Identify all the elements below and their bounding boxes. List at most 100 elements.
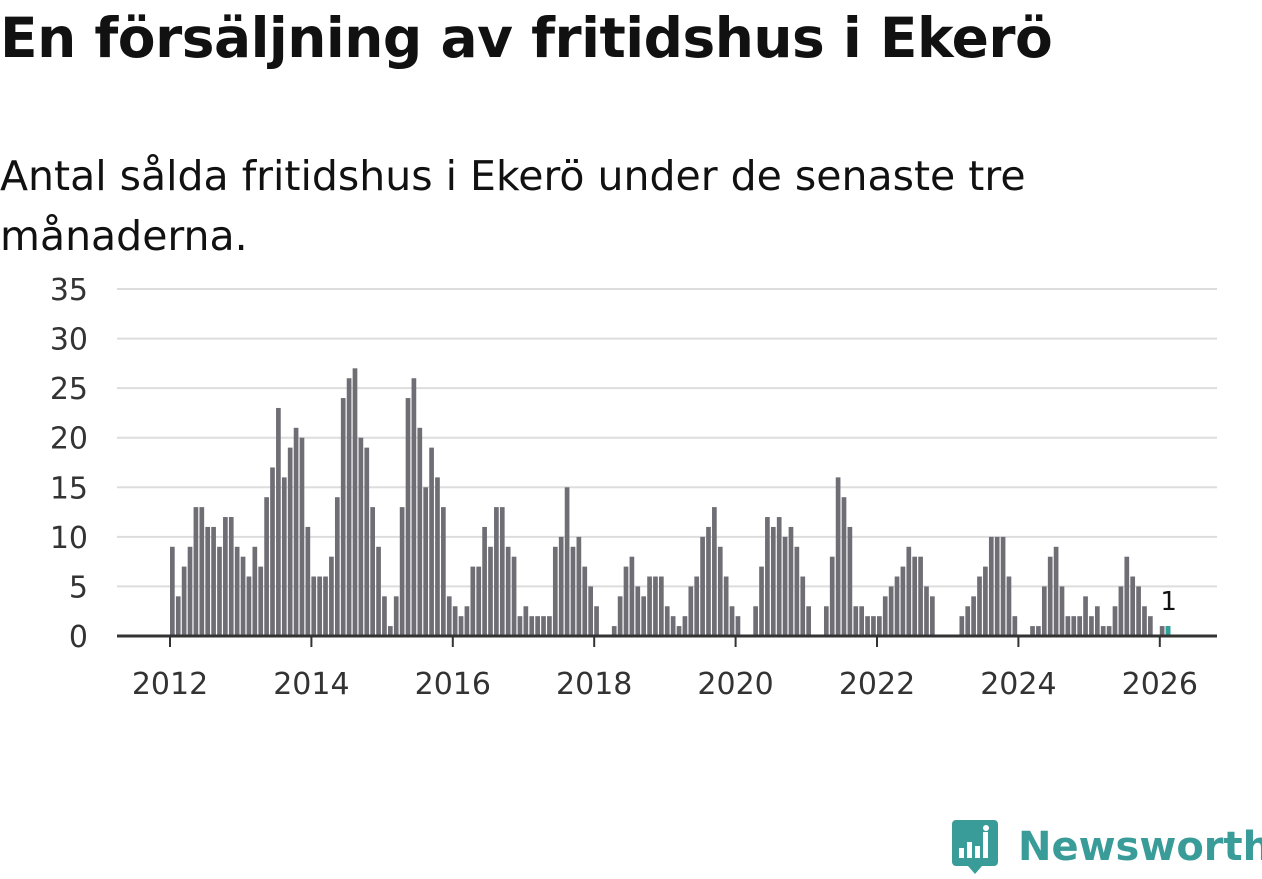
x-tick-label: 2018	[556, 667, 632, 702]
bar	[376, 546, 381, 636]
bar	[635, 586, 641, 636]
bar	[906, 546, 912, 636]
bar	[1030, 626, 1035, 636]
bar	[529, 616, 535, 636]
bar	[712, 507, 717, 636]
bar	[800, 576, 806, 636]
bar	[1159, 626, 1165, 636]
bar	[234, 546, 240, 636]
bar	[175, 596, 181, 636]
bar	[170, 546, 175, 636]
bar	[676, 626, 682, 636]
bar	[211, 526, 216, 636]
bar	[552, 546, 558, 636]
bar	[370, 507, 376, 636]
y-tick-label: 25	[50, 372, 88, 407]
bar	[499, 507, 505, 636]
bar	[859, 606, 865, 636]
bar	[488, 546, 493, 636]
x-tick-label: 2020	[697, 667, 773, 702]
bar	[435, 477, 440, 636]
bar	[393, 596, 399, 636]
bar	[558, 536, 564, 636]
bar	[334, 497, 340, 636]
bar	[1071, 616, 1077, 636]
bar	[759, 566, 764, 636]
chart-subtitle: Antal sålda fritidshus i Ekerö under de …	[0, 152, 1026, 260]
bar	[823, 606, 829, 636]
bar	[517, 616, 523, 636]
bar	[847, 526, 853, 636]
bar	[647, 576, 652, 636]
y-tick-label: 20	[50, 422, 88, 457]
bar	[1083, 596, 1088, 636]
bar	[900, 566, 906, 636]
bar	[1118, 586, 1124, 636]
bar	[181, 566, 187, 636]
x-tick-label: 2022	[839, 667, 915, 702]
bar	[246, 576, 252, 636]
bar	[588, 586, 593, 636]
bar	[423, 487, 429, 636]
bar	[1059, 586, 1065, 636]
bar	[505, 546, 511, 636]
bar	[429, 447, 434, 636]
bar	[670, 616, 676, 636]
bar	[576, 536, 582, 636]
bar	[617, 596, 623, 636]
bar	[1094, 606, 1100, 636]
bar	[511, 556, 517, 636]
bar	[912, 556, 918, 636]
bar	[1106, 626, 1112, 636]
bar	[252, 546, 258, 636]
bar	[264, 497, 269, 636]
bar	[770, 526, 776, 636]
bar	[700, 536, 705, 636]
bar	[494, 507, 499, 636]
bar	[223, 517, 228, 636]
y-tick-label: 10	[50, 521, 88, 556]
bar	[1065, 616, 1071, 636]
bar	[287, 447, 293, 636]
brand-logo: Newsworthy	[950, 818, 1262, 876]
bar	[782, 536, 788, 636]
bar	[329, 556, 334, 636]
bar	[653, 576, 658, 636]
bar	[664, 606, 670, 636]
bar	[894, 576, 900, 636]
bar	[535, 616, 540, 636]
bar	[1148, 616, 1153, 636]
bar	[564, 487, 570, 636]
y-tick-label: 5	[69, 570, 88, 605]
bar	[411, 378, 417, 636]
x-tick-label: 2026	[1122, 667, 1198, 702]
bar	[541, 616, 546, 636]
x-tick-label: 2016	[415, 667, 491, 702]
bar	[205, 526, 211, 636]
bar	[729, 606, 735, 636]
bar	[988, 536, 994, 636]
x-tick-label: 2014	[273, 667, 349, 702]
bar	[1000, 536, 1006, 636]
chart-title: En försäljning av fritidshus i Ekerö	[0, 6, 1053, 70]
bar	[971, 596, 976, 636]
bar	[659, 576, 664, 636]
bar	[1006, 576, 1012, 636]
y-tick-label: 35	[50, 273, 88, 308]
bar	[924, 586, 929, 636]
bar	[1012, 616, 1018, 636]
bar	[1130, 576, 1136, 636]
bar	[829, 556, 835, 636]
bar	[983, 566, 988, 636]
bar	[299, 437, 305, 636]
bar	[305, 526, 311, 636]
bar	[399, 507, 405, 636]
bar	[735, 616, 741, 636]
bar	[364, 447, 370, 636]
highlight-bar	[1165, 626, 1171, 636]
bar	[346, 378, 352, 636]
bar	[753, 606, 758, 636]
bar	[193, 507, 199, 636]
y-tick-label: 0	[69, 620, 88, 655]
bar	[476, 566, 482, 636]
